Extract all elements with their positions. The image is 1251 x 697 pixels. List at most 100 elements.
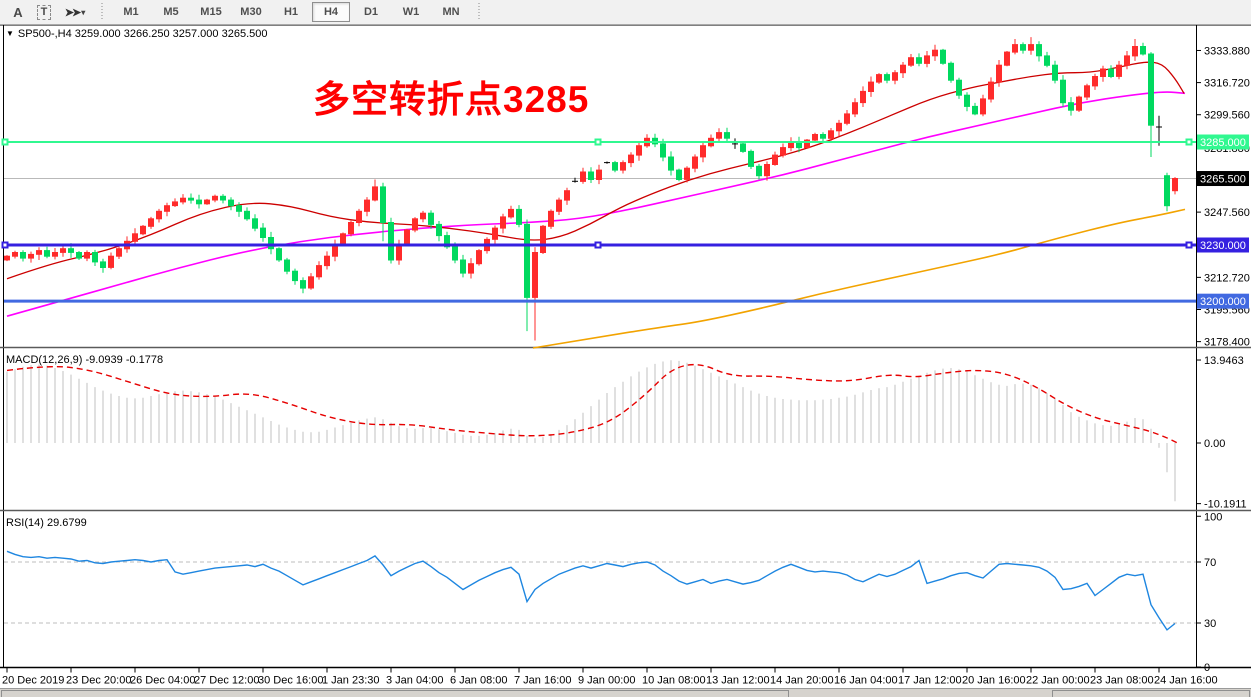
date-tick-label: 30 Dec 16:00 xyxy=(258,675,323,687)
timeframe-h1-button[interactable]: H1 xyxy=(283,6,299,18)
price-badge-3285-bg xyxy=(1197,134,1249,150)
rsi-tick-label: 0 xyxy=(1204,662,1210,674)
chart-window: 3333.8803316.7203299.5603281.8803247.560… xyxy=(0,25,1251,688)
arrows-icon: ➤➤ xyxy=(64,6,82,19)
date-tick-label: 7 Jan 16:00 xyxy=(514,675,572,687)
candle-body xyxy=(900,64,906,74)
candle-body xyxy=(972,105,978,115)
date-tick-label: 13 Jan 12:00 xyxy=(706,675,770,687)
price-badge-3230: 3230.000 xyxy=(1200,240,1246,252)
candle-body xyxy=(284,259,290,272)
candle-body xyxy=(532,252,538,298)
candle-body xyxy=(452,246,458,261)
rsi-line xyxy=(6,550,1176,631)
date-tick-label: 20 Jan 16:00 xyxy=(962,675,1026,687)
candle-body xyxy=(268,237,274,250)
timeframe-m5-button[interactable]: M5 xyxy=(163,6,179,18)
price-badge-3230-bg xyxy=(1197,237,1249,253)
font-tool-icon: A xyxy=(13,4,23,20)
toolbar: A T ➤➤ ▾ M1 M5 M15 M30 H1 H4 D1 W1 MN xyxy=(0,0,1251,25)
current-price-badge-bg xyxy=(1197,171,1249,187)
rsi-tick-label: 30 xyxy=(1204,618,1216,630)
arrows-tool-button[interactable]: ➤➤ ▾ xyxy=(58,2,92,22)
candle-body xyxy=(364,199,370,212)
timeframe-m30-button[interactable]: M30 xyxy=(240,6,262,18)
candle-body xyxy=(684,167,690,180)
macd-tick-label: -10.1911 xyxy=(1204,499,1247,511)
candle-body xyxy=(668,156,674,171)
candle-body xyxy=(1076,96,1082,111)
candle-body xyxy=(100,261,106,268)
text-label-icon: T xyxy=(36,4,52,20)
font-tool-button[interactable]: A xyxy=(6,2,30,22)
candle-body xyxy=(116,248,122,257)
candle-body xyxy=(36,250,42,255)
candle-body xyxy=(1036,44,1042,57)
candle-body xyxy=(1052,64,1058,81)
candle-body xyxy=(188,197,194,201)
candle-body xyxy=(196,199,202,205)
candle-body xyxy=(1020,44,1026,51)
candle-body xyxy=(588,171,594,180)
chart-title: ▼ SP500-,H4 3259.000 3266.250 3257.000 32… xyxy=(6,28,267,40)
candle-body xyxy=(28,253,34,259)
candle-body xyxy=(636,145,642,156)
candle-body xyxy=(1012,44,1018,53)
candle-body xyxy=(468,263,474,274)
line-handle-center xyxy=(3,140,7,144)
price-tick-label: 3247.560 xyxy=(1204,207,1250,219)
timeframe-w1-button[interactable]: W1 xyxy=(402,6,420,18)
candle-body xyxy=(812,134,818,141)
macd-signal-line xyxy=(6,363,1181,445)
candle-body xyxy=(964,94,970,107)
line-handle-center xyxy=(596,140,600,144)
date-tick-label: 16 Jan 04:00 xyxy=(834,675,898,687)
timeframe-m1-button[interactable]: M1 xyxy=(123,6,139,18)
date-tick-label: 3 Jan 04:00 xyxy=(386,675,444,687)
candles-group xyxy=(4,37,1178,341)
date-tick-label: 6 Jan 08:00 xyxy=(450,675,508,687)
candle-body xyxy=(324,255,330,267)
candle-body xyxy=(804,139,810,149)
timeframe-mn-button[interactable]: MN xyxy=(442,6,460,18)
chart-canvas[interactable]: 3333.8803316.7203299.5603281.8803247.560… xyxy=(0,25,1251,688)
price-tick-label: 3333.880 xyxy=(1204,45,1250,57)
candle-body xyxy=(68,248,74,253)
price-tick-label: 3178.400 xyxy=(1204,337,1250,349)
date-tick-label: 20 Dec 2019 xyxy=(2,675,64,687)
macd-indicator-label: MACD(12,26,9) -9.0939 -0.1778 xyxy=(6,354,164,366)
line-handle-center xyxy=(1187,243,1191,247)
price-badge-3200-bg xyxy=(1197,293,1249,309)
text-label-tool-button[interactable]: T xyxy=(32,2,56,22)
candle-body xyxy=(4,255,10,261)
candle-body xyxy=(500,216,506,229)
status-panel-right xyxy=(1052,690,1250,697)
candle-body xyxy=(212,195,218,201)
timeframe-d1-button[interactable]: D1 xyxy=(363,6,379,18)
candle-body xyxy=(148,218,154,227)
candle-body xyxy=(868,81,874,92)
candle-body xyxy=(404,229,410,246)
candle-body xyxy=(332,244,338,257)
candle-body xyxy=(412,218,418,231)
candle-body xyxy=(108,255,114,268)
line-handle-center xyxy=(1187,140,1191,144)
candle-body xyxy=(988,81,994,100)
candle-body xyxy=(884,74,890,81)
candle-body xyxy=(660,143,666,158)
status-panel-left xyxy=(1,690,789,697)
candle-body xyxy=(420,212,426,220)
line-handle-center xyxy=(3,243,7,247)
candle-body xyxy=(916,57,922,64)
candle-body xyxy=(852,102,858,115)
timeframe-h4-button[interactable]: H4 xyxy=(312,2,350,22)
candle-body xyxy=(300,280,306,289)
collapse-indicator-icon[interactable]: ▼ xyxy=(6,29,14,38)
timeframe-m15-button[interactable]: M15 xyxy=(200,6,222,18)
candle-body xyxy=(844,113,850,124)
candle-body xyxy=(428,212,434,225)
candle-body xyxy=(580,171,586,182)
annotation-text[interactable]: 多空转折点3285 xyxy=(313,79,590,120)
candle-body xyxy=(948,62,954,81)
date-tick-label: 23 Dec 20:00 xyxy=(66,675,131,687)
